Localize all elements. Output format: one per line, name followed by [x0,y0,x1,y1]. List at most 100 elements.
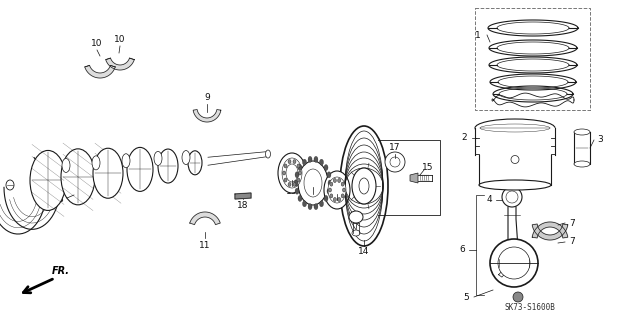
Ellipse shape [574,161,590,167]
Ellipse shape [288,160,291,164]
Ellipse shape [303,159,307,165]
Circle shape [513,292,523,302]
Ellipse shape [319,201,323,207]
Ellipse shape [327,172,331,178]
Ellipse shape [304,169,322,197]
Ellipse shape [92,156,100,170]
Ellipse shape [298,171,301,175]
Ellipse shape [6,180,14,190]
Circle shape [498,247,530,279]
Ellipse shape [294,180,298,186]
Ellipse shape [328,180,332,186]
Text: 8: 8 [57,196,63,204]
Polygon shape [84,65,115,78]
Circle shape [506,191,518,203]
Ellipse shape [154,152,162,165]
Text: 10: 10 [115,35,125,44]
Circle shape [502,187,522,207]
Ellipse shape [295,172,299,178]
Polygon shape [0,158,46,234]
Ellipse shape [282,158,302,188]
Ellipse shape [340,126,388,246]
Ellipse shape [328,177,346,203]
Ellipse shape [266,150,271,158]
Text: 12: 12 [307,196,319,204]
Ellipse shape [314,204,318,210]
Ellipse shape [284,164,287,168]
Text: 17: 17 [389,144,401,152]
Polygon shape [475,128,555,155]
Ellipse shape [327,188,331,194]
Text: 7: 7 [569,219,575,227]
Text: 15: 15 [422,162,434,172]
Ellipse shape [158,149,178,183]
Ellipse shape [297,164,300,168]
Ellipse shape [62,159,70,173]
Polygon shape [4,155,60,229]
Ellipse shape [284,178,287,182]
Ellipse shape [319,159,323,165]
Ellipse shape [298,165,302,171]
Ellipse shape [298,161,328,205]
Text: 16: 16 [350,229,362,239]
Ellipse shape [349,211,363,223]
Ellipse shape [341,182,344,186]
Ellipse shape [324,171,350,209]
Polygon shape [532,224,568,240]
Ellipse shape [511,155,519,164]
Ellipse shape [297,178,300,182]
Ellipse shape [293,160,296,164]
Ellipse shape [352,230,360,236]
Ellipse shape [288,182,291,186]
Ellipse shape [574,129,590,135]
Ellipse shape [295,188,299,194]
Ellipse shape [127,147,153,191]
Polygon shape [193,109,221,122]
Ellipse shape [324,196,328,201]
Text: SK73-S1600B: SK73-S1600B [504,303,556,313]
Circle shape [490,239,538,287]
Text: 1: 1 [475,31,481,40]
Ellipse shape [333,179,337,182]
Text: 13: 13 [332,202,343,211]
Text: FR.: FR. [52,266,70,276]
Ellipse shape [286,164,298,182]
Text: 18: 18 [237,201,249,210]
Polygon shape [235,193,251,199]
Text: 14: 14 [358,248,370,256]
Ellipse shape [314,156,318,162]
Polygon shape [532,222,568,238]
Ellipse shape [330,194,333,198]
Ellipse shape [298,196,302,201]
Ellipse shape [341,194,344,198]
Ellipse shape [282,171,285,175]
Circle shape [385,152,405,172]
Ellipse shape [479,180,551,190]
Text: 3: 3 [597,136,603,145]
Ellipse shape [475,119,555,137]
Ellipse shape [308,204,312,210]
Polygon shape [190,212,220,225]
Ellipse shape [324,165,328,171]
Ellipse shape [93,148,123,198]
Ellipse shape [308,156,312,162]
Ellipse shape [61,149,95,205]
Ellipse shape [122,154,130,168]
Ellipse shape [30,151,66,211]
Ellipse shape [188,151,202,175]
Ellipse shape [352,168,376,204]
Circle shape [390,157,400,167]
Ellipse shape [338,179,340,182]
Polygon shape [479,155,551,185]
Text: 5: 5 [463,293,469,301]
Ellipse shape [278,153,306,193]
Text: 9: 9 [204,93,210,102]
Text: 4: 4 [486,196,492,204]
Polygon shape [499,269,522,277]
Ellipse shape [330,182,333,186]
Polygon shape [106,58,134,70]
Ellipse shape [328,188,332,192]
Ellipse shape [293,182,296,186]
Ellipse shape [359,178,369,194]
Polygon shape [574,132,590,164]
